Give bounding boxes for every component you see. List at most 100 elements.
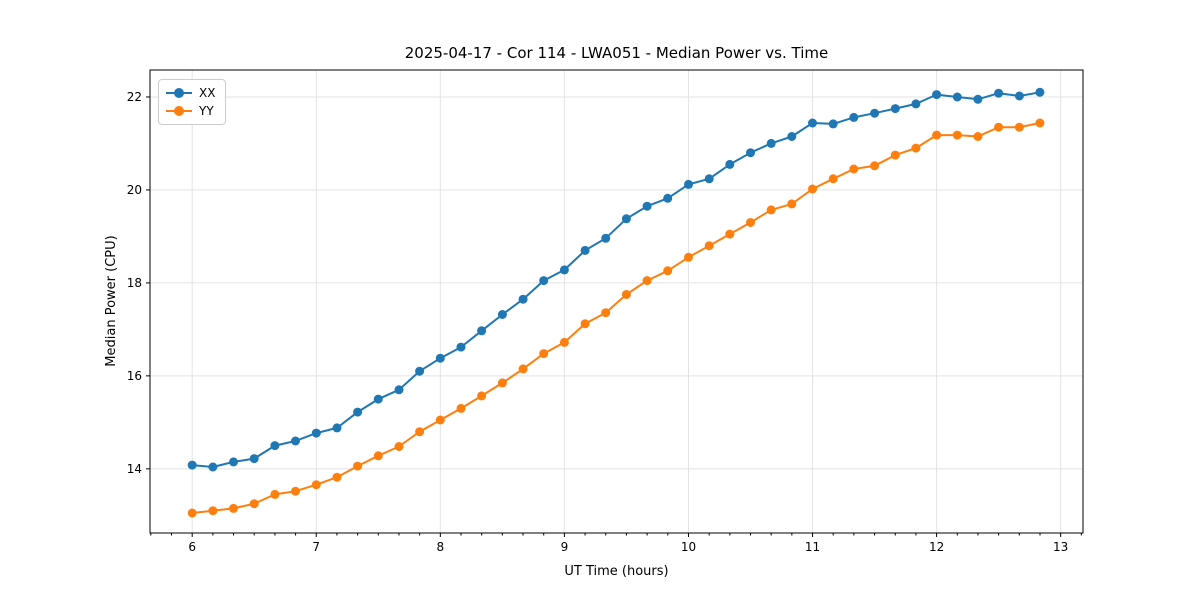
- data-point-xx: [932, 90, 942, 100]
- data-point-yy: [229, 503, 238, 513]
- legend-marker-yy-icon: [166, 106, 192, 116]
- data-point-yy: [973, 132, 983, 141]
- data-point-xx: [828, 119, 838, 129]
- data-point-yy: [353, 461, 363, 471]
- series-xx: [187, 87, 1045, 472]
- legend-item-yy: YY: [166, 102, 217, 120]
- data-point-yy: [332, 472, 342, 482]
- svg-text:11: 11: [805, 540, 820, 554]
- data-point-yy: [187, 508, 197, 518]
- chart-title: 2025-04-17 - Cor 114 - LWA051 - Median P…: [404, 44, 829, 62]
- legend-item-xx: XX: [166, 84, 217, 102]
- data-point-xx: [746, 148, 755, 158]
- axis-ticks: [146, 96, 1082, 537]
- data-point-yy: [766, 205, 776, 215]
- data-point-yy: [311, 480, 321, 490]
- data-point-yy: [539, 349, 549, 359]
- data-point-xx: [311, 428, 321, 438]
- svg-text:16: 16: [127, 369, 142, 383]
- data-point-xx: [353, 407, 363, 417]
- data-point-yy: [684, 252, 693, 262]
- data-point-xx: [208, 462, 218, 472]
- data-point-yy: [994, 122, 1004, 132]
- legend-label-yy: YY: [199, 104, 214, 118]
- data-point-yy: [249, 499, 259, 509]
- data-point-yy: [704, 241, 714, 251]
- data-point-xx: [911, 99, 921, 109]
- data-point-yy: [890, 150, 900, 160]
- data-point-xx: [725, 159, 735, 169]
- data-point-xx: [890, 104, 900, 114]
- svg-text:6: 6: [188, 540, 196, 554]
- data-point-yy: [415, 427, 425, 437]
- data-point-xx: [456, 342, 466, 352]
- plot-spines: [149, 69, 1084, 534]
- data-point-xx: [497, 310, 507, 319]
- data-point-yy: [435, 415, 445, 425]
- data-point-xx: [849, 112, 859, 122]
- data-point-xx: [332, 423, 342, 433]
- data-point-xx: [1035, 87, 1045, 97]
- data-point-xx: [787, 132, 797, 141]
- data-point-xx: [435, 353, 445, 363]
- data-point-yy: [870, 161, 880, 171]
- data-point-yy: [621, 290, 631, 299]
- data-point-xx: [518, 294, 528, 304]
- data-point-xx: [601, 233, 611, 243]
- data-point-xx: [1014, 91, 1024, 101]
- data-point-xx: [270, 441, 280, 451]
- data-point-xx: [291, 436, 300, 446]
- data-point-yy: [291, 486, 300, 496]
- legend: XX YY: [158, 79, 226, 125]
- data-point-xx: [808, 118, 817, 128]
- data-point-xx: [187, 460, 197, 470]
- data-point-xx: [642, 201, 652, 211]
- data-point-xx: [684, 179, 693, 189]
- data-point-yy: [373, 451, 383, 461]
- data-point-xx: [580, 245, 590, 255]
- svg-text:22: 22: [127, 90, 142, 104]
- data-point-xx: [559, 265, 569, 275]
- data-point-yy: [208, 506, 218, 516]
- data-point-yy: [477, 391, 487, 401]
- data-point-xx: [373, 394, 383, 404]
- data-point-yy: [746, 218, 755, 227]
- data-point-xx: [704, 174, 714, 184]
- data-point-xx: [621, 214, 631, 224]
- data-point-xx: [766, 138, 776, 148]
- y-axis-label: Median Power (CPU): [104, 235, 119, 367]
- data-point-yy: [911, 143, 921, 153]
- data-point-yy: [601, 308, 611, 318]
- svg-text:14: 14: [127, 462, 142, 476]
- data-point-yy: [787, 199, 797, 209]
- data-point-yy: [580, 319, 590, 329]
- svg-text:8: 8: [437, 540, 445, 554]
- data-point-xx: [539, 276, 549, 286]
- data-point-yy: [849, 164, 859, 174]
- data-point-yy: [497, 378, 507, 388]
- data-point-xx: [973, 94, 983, 104]
- data-point-yy: [952, 130, 962, 140]
- data-point-xx: [870, 108, 880, 118]
- data-point-yy: [456, 403, 466, 413]
- data-point-xx: [229, 457, 238, 467]
- data-point-xx: [994, 88, 1004, 98]
- svg-text:12: 12: [929, 540, 944, 554]
- svg-text:13: 13: [1053, 540, 1068, 554]
- data-point-yy: [270, 489, 280, 499]
- data-point-xx: [952, 92, 962, 102]
- svg-text:7: 7: [312, 540, 320, 554]
- data-point-yy: [828, 174, 838, 184]
- data-point-xx: [394, 385, 404, 395]
- legend-label-xx: XX: [199, 86, 216, 100]
- data-point-yy: [808, 184, 817, 194]
- series-yy: [187, 118, 1045, 518]
- legend-marker-xx-icon: [166, 88, 192, 98]
- data-point-yy: [642, 276, 652, 286]
- data-point-xx: [249, 454, 259, 464]
- data-point-yy: [559, 337, 569, 347]
- data-point-yy: [725, 229, 735, 239]
- svg-text:10: 10: [681, 540, 696, 554]
